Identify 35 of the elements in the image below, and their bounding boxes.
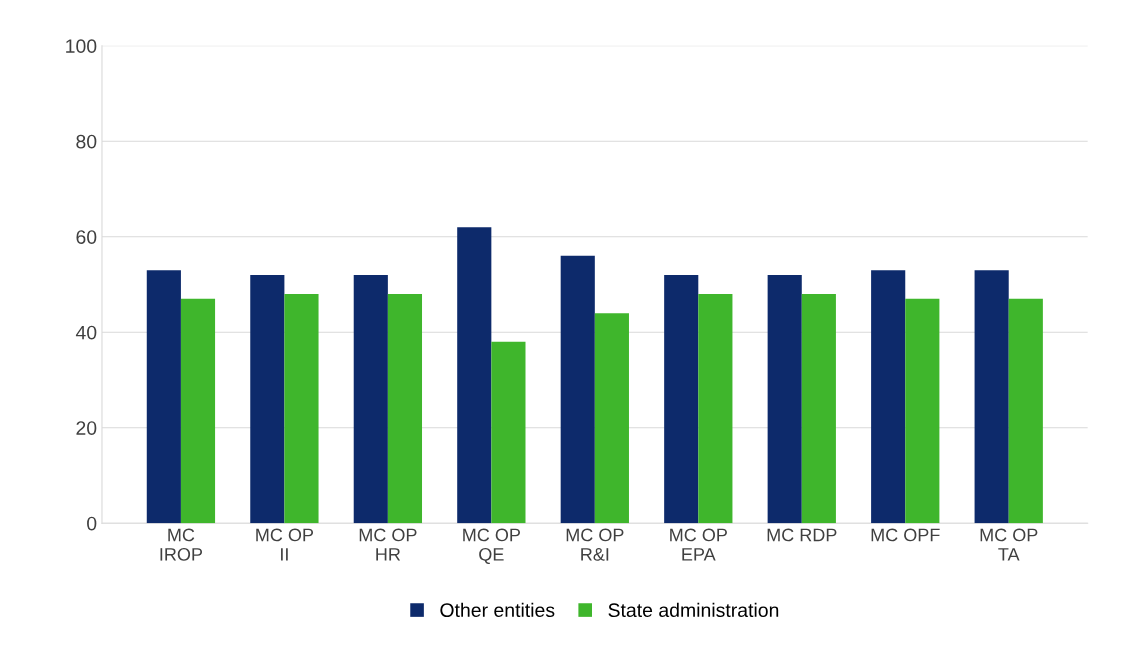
y-tick-label: 0 <box>87 516 97 531</box>
x-tick-label: MC OP HR <box>359 528 417 561</box>
bar <box>871 270 906 524</box>
bar <box>353 274 388 524</box>
bar <box>801 294 836 524</box>
bar <box>457 227 492 524</box>
x-tick-label: MC OP TA <box>980 528 1038 561</box>
bar <box>905 298 940 524</box>
bar <box>146 270 181 524</box>
bar <box>387 294 423 524</box>
bar <box>594 313 629 524</box>
bar <box>250 274 285 524</box>
y-tick-label: 80 <box>76 134 97 149</box>
bar <box>974 270 1009 524</box>
bar <box>491 341 526 524</box>
y-tick-label: 40 <box>75 325 97 340</box>
bar <box>180 298 216 524</box>
y-tick-label: 60 <box>76 230 97 244</box>
bar <box>698 294 733 524</box>
y-tick-label: 20 <box>76 421 97 435</box>
legend-label: Other entities <box>440 602 555 618</box>
bar <box>284 294 319 524</box>
x-tick-label: MC RDP <box>767 528 837 542</box>
x-tick-label: MC OP R&I <box>566 528 624 561</box>
bar <box>560 255 595 524</box>
x-tick-label: MC OP QE <box>463 528 520 564</box>
x-tick-label: MC OP EPA <box>670 528 727 561</box>
x-tick-label: MC OP II <box>256 528 314 561</box>
bar <box>1008 298 1043 524</box>
bar <box>664 274 699 524</box>
legend-label: State administration <box>608 602 779 618</box>
x-tick-label: MC OPF <box>871 528 940 542</box>
x-tick-label: MC IROP <box>160 528 203 561</box>
bar <box>767 274 802 524</box>
y-tick-label: 100 <box>66 39 97 54</box>
